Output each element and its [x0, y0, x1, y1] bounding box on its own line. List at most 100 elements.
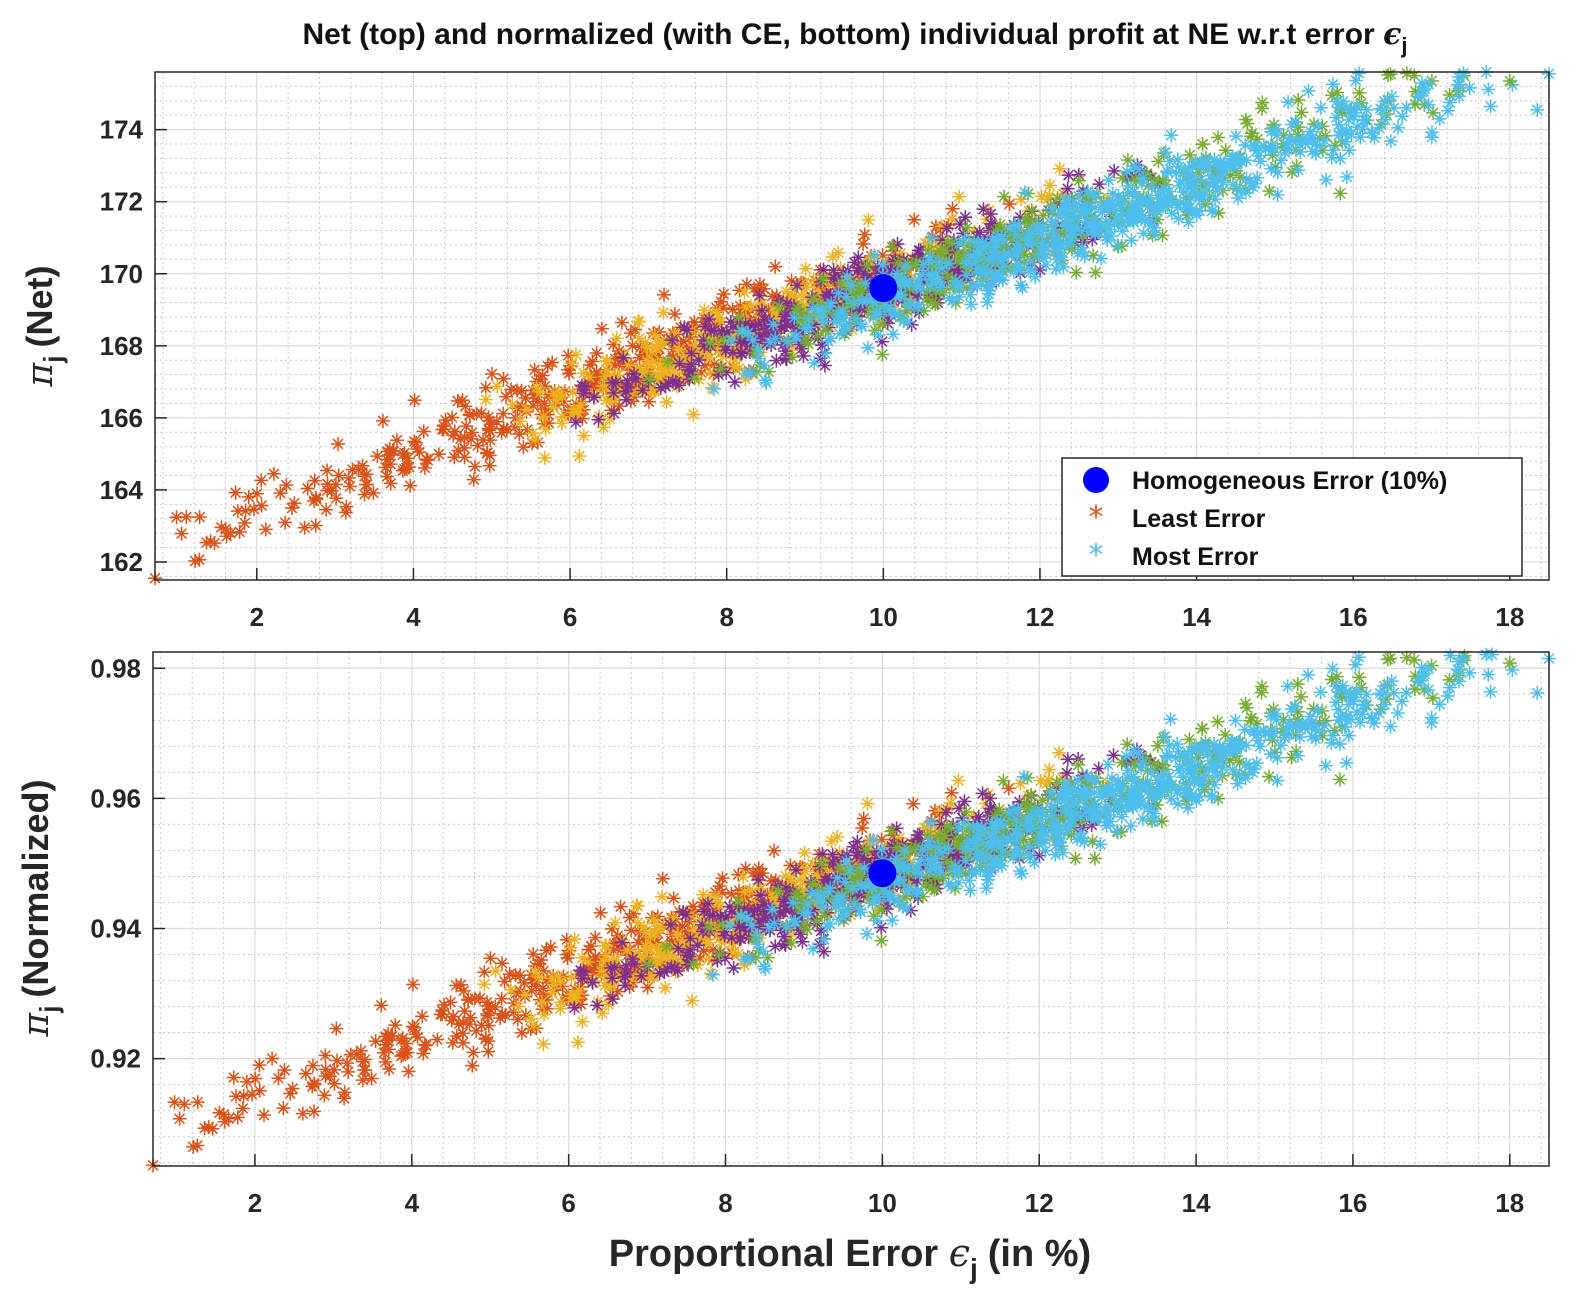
data-point-least-error	[329, 491, 344, 506]
data-point-most-error	[786, 895, 801, 910]
data-point-low-mid-error	[538, 422, 553, 437]
data-point-mid-high-error	[785, 350, 800, 365]
data-point-least-error	[273, 486, 288, 501]
data-point-most-error	[1333, 151, 1348, 166]
data-point-least-error	[945, 201, 960, 216]
data-point-least-error	[545, 355, 560, 370]
data-point-least-error	[455, 393, 470, 408]
data-point-mid-high-error	[885, 240, 900, 255]
legend-star-least: *	[1089, 500, 1104, 535]
data-point-least-error	[192, 510, 207, 525]
data-point-low-mid-error	[686, 407, 701, 422]
data-point-least-error	[278, 515, 293, 530]
data-point-most-error	[1050, 237, 1065, 252]
data-point-low-mid-error	[798, 261, 813, 276]
data-point-most-error	[1127, 184, 1142, 199]
data-point-least-error	[416, 1046, 431, 1061]
data-point-least-error	[389, 433, 404, 448]
bottom-homogeneous-point	[868, 859, 897, 888]
top-homogeneous-point	[869, 274, 898, 303]
data-point-least-error	[271, 1071, 286, 1086]
data-point-most-error	[1148, 207, 1163, 222]
data-point-least-error	[174, 526, 189, 541]
data-point-least-error	[561, 362, 576, 377]
data-point-most-error	[1170, 737, 1185, 752]
data-point-least-error	[297, 520, 312, 535]
data-point-low-mid-error	[524, 1011, 539, 1026]
data-point-least-error	[526, 398, 541, 413]
data-point-least-error	[386, 444, 401, 459]
data-point-most-error	[818, 346, 833, 361]
data-point-most-error	[1150, 188, 1165, 203]
data-point-least-error	[1002, 197, 1017, 212]
data-point-least-error	[408, 1027, 423, 1042]
data-point-least-error	[465, 1058, 480, 1073]
data-point-most-error	[1348, 73, 1363, 88]
data-point-least-error	[319, 502, 334, 517]
data-point-extreme	[1530, 102, 1545, 117]
x-tick-label: 18	[1495, 1188, 1524, 1218]
data-point-most-error	[1421, 97, 1436, 112]
data-point-least-error	[254, 473, 269, 488]
data-point-most-error	[1132, 162, 1147, 177]
data-point-most-error	[1372, 120, 1387, 135]
data-point-most-error	[1359, 102, 1374, 117]
data-point-least-error	[226, 1070, 241, 1085]
data-point-mid-high-error	[1254, 101, 1269, 116]
data-point-least-error	[480, 445, 495, 460]
data-point-least-error	[306, 1104, 321, 1119]
data-point-least-error	[250, 486, 265, 501]
y-tick-label: 0.98	[90, 653, 141, 683]
data-point-least-error	[716, 286, 731, 301]
data-point-mid-error	[616, 350, 631, 365]
data-point-least-error	[203, 534, 218, 549]
x-tick-label: 4	[405, 1188, 420, 1218]
data-point-extreme	[1530, 685, 1545, 700]
data-point-least-error	[237, 516, 252, 531]
data-point-least-error	[383, 476, 398, 491]
data-point-least-error	[467, 459, 482, 474]
data-point-most-error	[909, 279, 924, 294]
data-point-least-error	[768, 259, 783, 274]
data-point-most-error	[1017, 185, 1032, 200]
data-point-most-error	[1311, 118, 1326, 133]
data-point-low-mid-error	[490, 379, 505, 394]
x-tick-label: 14	[1182, 602, 1211, 632]
data-point-most-error	[1030, 222, 1045, 237]
data-point-least-error	[856, 236, 871, 251]
data-point-least-error	[339, 499, 354, 514]
data-point-least-error	[466, 472, 481, 487]
data-point-most-error	[1131, 746, 1146, 761]
data-point-most-error	[1181, 215, 1196, 230]
data-point-least-error	[458, 399, 473, 414]
data-point-least-error	[284, 501, 299, 516]
data-point-most-error	[1349, 99, 1364, 114]
x-axis-label: Proportional Error ϵj (in %)	[609, 1231, 1091, 1284]
data-point-most-error	[1105, 186, 1120, 201]
data-point-least-error	[416, 424, 431, 439]
data-point-least-error	[496, 406, 511, 421]
data-point-least-error	[188, 554, 203, 569]
data-point-least-error	[248, 1071, 263, 1086]
data-point-most-error	[985, 277, 1000, 292]
data-point-least-error	[366, 485, 381, 500]
y-tick-label: 0.92	[90, 1044, 141, 1074]
data-point-least-error	[535, 368, 550, 383]
data-point-most-error	[1025, 235, 1040, 250]
legend-label-most: Most Error	[1132, 543, 1259, 571]
data-point-least-error	[252, 1058, 267, 1073]
legend-star-most: *	[1089, 538, 1104, 573]
data-point-mid-high-error	[1071, 758, 1086, 773]
data-point-least-error	[467, 991, 482, 1006]
data-point-least-error	[375, 413, 390, 428]
data-point-least-error	[857, 227, 872, 242]
data-point-least-error	[357, 487, 372, 502]
data-point-least-error	[496, 371, 511, 386]
data-point-least-error	[481, 1044, 496, 1059]
data-point-most-error	[1036, 251, 1051, 266]
data-point-most-error	[1066, 204, 1081, 219]
data-point-least-error	[430, 1032, 445, 1047]
data-point-least-error	[478, 380, 493, 395]
data-point-most-error	[1225, 177, 1240, 192]
